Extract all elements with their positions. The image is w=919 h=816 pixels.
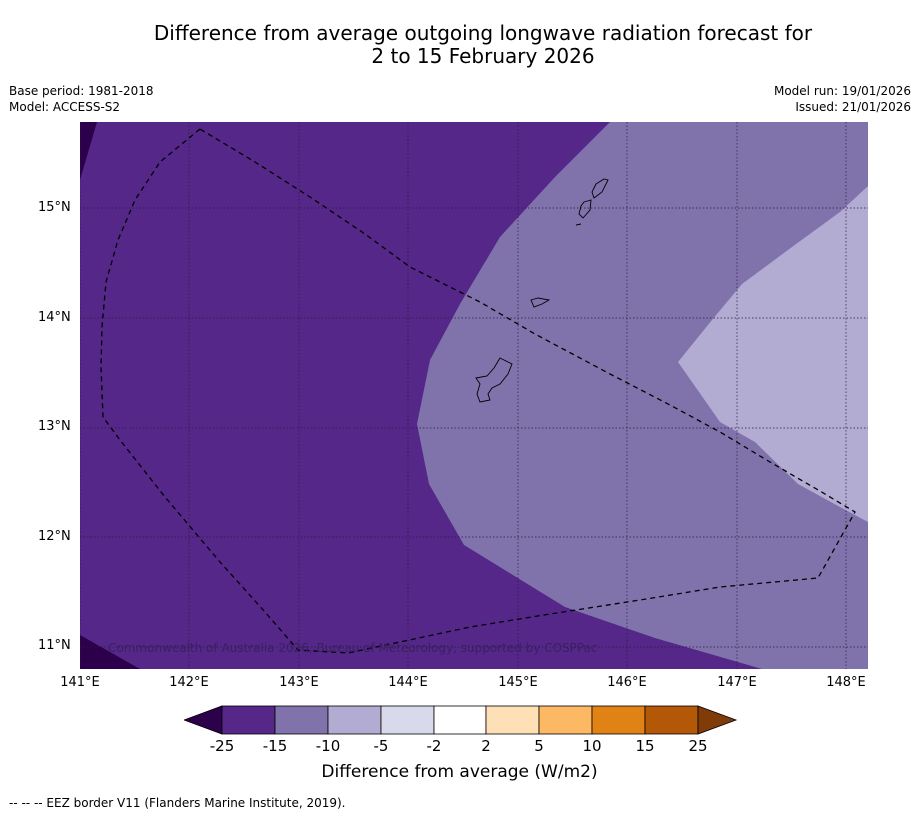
colorbar-tick: -5 xyxy=(373,737,389,755)
lat-label-11n: 11°N xyxy=(38,638,71,653)
colorbar-tick: -10 xyxy=(315,737,341,755)
meta-left: Base period: 1981-2018 Model: ACCESS-S2 xyxy=(9,83,154,115)
colorbar-swatch xyxy=(433,705,487,735)
graticule xyxy=(80,122,868,669)
colorbar-label: Difference from average (W/m2) xyxy=(321,762,598,782)
islands xyxy=(475,178,609,403)
chart-title: Difference from average outgoing longwav… xyxy=(0,22,919,68)
guam-island xyxy=(475,357,513,403)
colorbar-tick: -25 xyxy=(209,737,235,755)
issued-date: Issued: 21/01/2026 xyxy=(795,100,911,114)
colorbar-tick: 5 xyxy=(534,737,544,755)
title-line-1: Difference from average outgoing longwav… xyxy=(153,21,813,45)
saipan-island xyxy=(591,178,609,199)
region-minus-15-to-10 xyxy=(417,122,868,669)
colorbar-extend-high xyxy=(697,705,738,735)
lon-label-145e: 145°E xyxy=(498,675,538,690)
colorbar-graphic xyxy=(182,705,738,735)
colorbar xyxy=(182,705,738,739)
colorbar-extend-low xyxy=(182,705,223,735)
colorbar-tick: -15 xyxy=(262,737,288,755)
lon-label-147e: 147°E xyxy=(717,675,757,690)
colorbar-swatch xyxy=(538,705,593,735)
colorbar-tick: -2 xyxy=(426,737,442,755)
region-minus-10-to-5 xyxy=(678,186,868,522)
title-line-2: 2 to 15 February 2026 xyxy=(371,44,595,68)
colorbar-tick: 10 xyxy=(582,737,602,755)
region-below-minus-25-bottom xyxy=(80,635,140,669)
lon-label-142e: 142°E xyxy=(169,675,209,690)
aguijan-island xyxy=(575,223,582,226)
colorbar-swatch xyxy=(274,705,329,735)
map-area xyxy=(80,122,868,669)
colorbar-swatch xyxy=(644,705,699,735)
lat-label-15n: 15°N xyxy=(38,200,71,215)
lat-label-12n: 12°N xyxy=(38,529,71,544)
colorbar-tick: 25 xyxy=(688,737,708,755)
lat-label-13n: 13°N xyxy=(38,419,71,434)
lon-label-144e: 144°E xyxy=(388,675,428,690)
olr-anomaly-map xyxy=(80,122,868,669)
eez-footnote: -- -- -- EEZ border V11 (Flanders Marine… xyxy=(9,796,346,810)
copyright-text: Commonwealth of Australia 2026, Bureau o… xyxy=(108,641,598,655)
base-period: Base period: 1981-2018 xyxy=(9,84,154,98)
colorbar-tick: 15 xyxy=(635,737,655,755)
colorbar-swatch xyxy=(380,705,435,735)
region-below-minus-25-top xyxy=(80,122,97,180)
lon-label-148e: 148°E xyxy=(826,675,866,690)
colorbar-swatch xyxy=(485,705,540,735)
rota-island xyxy=(530,297,551,308)
colorbar-swatch xyxy=(221,705,276,735)
eez-border xyxy=(100,128,856,654)
lon-label-146e: 146°E xyxy=(607,675,647,690)
meta-right: Model run: 19/01/2026 Issued: 21/01/2026 xyxy=(774,83,911,115)
lat-label-14n: 14°N xyxy=(38,310,71,325)
colorbar-tick: 2 xyxy=(481,737,491,755)
lon-label-143e: 143°E xyxy=(279,675,319,690)
lon-label-141e: 141°E xyxy=(60,675,100,690)
model-run: Model run: 19/01/2026 xyxy=(773,84,911,98)
tinian-island xyxy=(578,199,592,219)
model-name: Model: ACCESS-S2 xyxy=(9,100,121,114)
colorbar-swatch xyxy=(327,705,382,735)
colorbar-swatch xyxy=(591,705,646,735)
